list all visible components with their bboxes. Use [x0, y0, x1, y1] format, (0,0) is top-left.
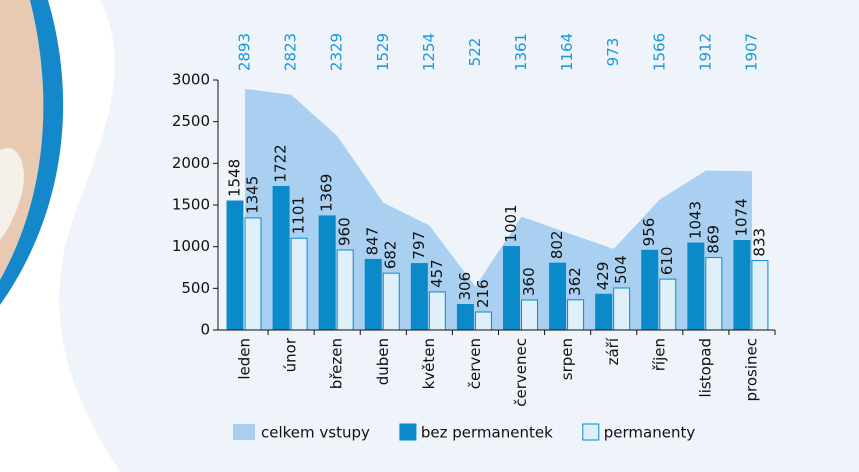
value-label: 802	[548, 231, 566, 260]
bar	[226, 200, 244, 331]
value-label: 360	[520, 267, 538, 296]
x-tick-label: prosinec	[742, 338, 760, 402]
y-tick-label: 1000	[172, 237, 210, 255]
x-tick-label: říjen	[650, 338, 668, 371]
x-tick-label: květen	[420, 338, 438, 389]
total-label: 2823	[282, 33, 300, 71]
value-label: 457	[428, 259, 446, 288]
value-label: 1548	[226, 159, 244, 197]
bar	[595, 293, 613, 331]
bar	[613, 287, 631, 331]
legend-swatch	[399, 423, 417, 441]
x-tick-label: březen	[328, 338, 346, 389]
bar	[428, 291, 446, 331]
value-label: 847	[364, 227, 382, 256]
x-tick-label: únor	[282, 337, 300, 372]
x-tick-label: duben	[374, 338, 392, 385]
x-tick-label: červen	[466, 338, 484, 389]
total-label: 2893	[236, 33, 254, 71]
value-label: 216	[474, 279, 492, 308]
bar	[364, 258, 382, 331]
legend-label: celkem vstupy	[261, 424, 370, 442]
total-label: 522	[466, 38, 484, 67]
x-tick-label: červenec	[512, 338, 530, 407]
y-tick-label: 2500	[172, 112, 210, 130]
value-label: 1722	[272, 144, 290, 182]
bar	[410, 263, 428, 331]
bar	[567, 299, 585, 331]
value-label: 1101	[290, 196, 308, 234]
bar	[549, 262, 567, 331]
total-label: 2329	[328, 33, 346, 71]
y-tick-label: 3000	[172, 71, 210, 89]
value-label: 362	[566, 267, 584, 296]
bar	[751, 260, 769, 331]
y-tick-label: 2000	[172, 154, 210, 172]
legend-swatch	[233, 424, 255, 440]
value-label: 1369	[318, 174, 336, 212]
bar	[272, 186, 290, 331]
value-label: 869	[704, 225, 722, 254]
value-label: 504	[612, 255, 630, 284]
bar	[687, 242, 705, 331]
total-label: 1164	[558, 33, 576, 71]
total-label: 1912	[696, 33, 714, 71]
bar	[733, 240, 751, 331]
total-label: 1529	[374, 33, 392, 71]
y-tick-label: 500	[181, 279, 210, 297]
bar	[521, 299, 538, 331]
legend-label: permanenty	[604, 424, 696, 442]
bar	[382, 272, 400, 331]
total-label: 1361	[512, 33, 530, 71]
total-label: 1254	[420, 33, 438, 71]
value-label: 1001	[502, 204, 520, 242]
bar	[318, 215, 336, 331]
bar	[474, 311, 492, 331]
value-label: 1345	[244, 176, 262, 214]
value-label: 1074	[732, 198, 750, 236]
y-tick-label: 0	[200, 321, 210, 339]
decor-photo-detail	[0, 148, 24, 240]
bar	[641, 249, 659, 331]
y-tick-label: 1500	[172, 196, 210, 214]
bar	[456, 304, 474, 331]
value-label: 429	[594, 262, 612, 291]
bar	[659, 278, 677, 331]
bar	[503, 246, 520, 331]
value-label: 833	[750, 228, 768, 257]
legend-label: bez permanentek	[421, 424, 553, 442]
x-tick-label: listopad	[696, 338, 714, 397]
x-tick-label: leden	[236, 338, 254, 380]
legend-swatch	[582, 423, 600, 441]
value-label: 610	[658, 247, 676, 276]
value-label: 682	[382, 241, 400, 270]
bar	[336, 249, 354, 331]
value-label: 306	[456, 272, 474, 301]
value-label: 797	[410, 231, 428, 260]
value-label: 1043	[686, 201, 704, 239]
bar	[244, 217, 262, 331]
value-label: 956	[640, 218, 658, 247]
total-label: 1566	[650, 33, 668, 71]
bar	[705, 257, 723, 331]
bar	[290, 237, 308, 331]
x-tick-label: září	[604, 337, 622, 365]
x-tick-label: srpen	[558, 338, 576, 380]
total-label: 1907	[742, 33, 760, 71]
value-label: 960	[336, 217, 354, 246]
total-label: 973	[604, 38, 622, 67]
